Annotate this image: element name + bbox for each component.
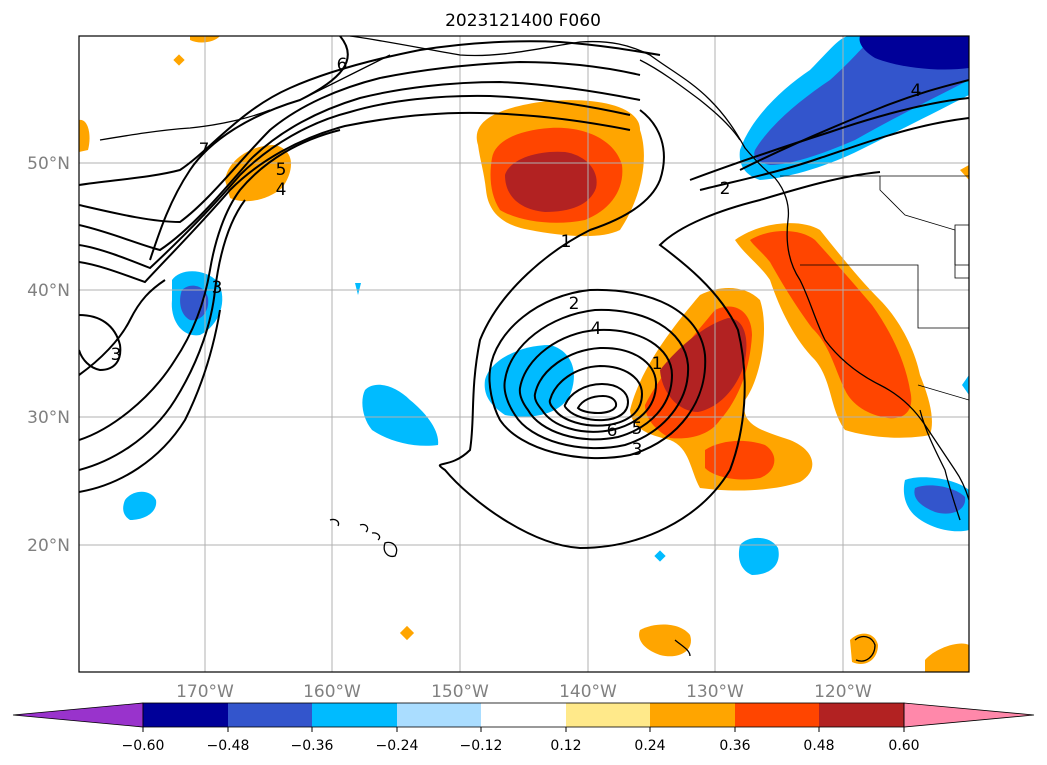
contour-label: 5 — [632, 419, 643, 439]
colorbar: −0.60 −0.48 −0.36 −0.24 −0.12 0.12 0.24 … — [12, 702, 1035, 754]
map-panel: 7 6 5 4 3 3 1 2 4 1 6 5 3 2 4 — [78, 35, 970, 673]
contour-label: 4 — [911, 81, 922, 101]
lon-label: 130°W — [686, 682, 744, 702]
lon-label: 170°W — [176, 682, 234, 702]
coastlines — [99, 36, 969, 662]
colorbar-tick-label: −0.60 — [122, 738, 165, 754]
lon-label: 160°W — [303, 682, 361, 702]
colorbar-tick-label: 0.12 — [550, 738, 581, 754]
colorbar-bin — [735, 703, 819, 727]
colorbar-bin — [312, 703, 397, 727]
map-title: 2023121400 F060 — [445, 11, 601, 31]
contour-labels: 7 6 5 4 3 3 1 2 4 1 6 5 3 2 4 — [111, 55, 922, 460]
contour-label: 3 — [111, 345, 122, 365]
contour-label: 3 — [212, 278, 223, 298]
colorbar-tick-label: −0.48 — [207, 738, 250, 754]
contour-label: 4 — [276, 180, 287, 200]
colorbar-tick-label: 0.48 — [803, 738, 834, 754]
colorbar-bin — [650, 703, 735, 727]
contour-lines — [79, 36, 969, 550]
colorbar-bin — [143, 703, 228, 727]
gridlines — [79, 36, 969, 672]
contour-label: 1 — [652, 354, 663, 374]
lat-label: 20°N — [27, 536, 70, 556]
colorbar-extend-min — [12, 702, 144, 728]
colorbar-bin — [566, 703, 650, 727]
colorbar-tick-label: 0.60 — [888, 738, 919, 754]
contour-label: 3 — [632, 440, 643, 460]
colorbar-ticks — [142, 727, 905, 732]
contour-label: 4 — [591, 319, 602, 339]
country-borders — [780, 175, 969, 401]
colorbar-bin — [819, 703, 904, 727]
lat-label: 40°N — [27, 281, 70, 301]
lon-label: 140°W — [559, 682, 617, 702]
contour-label: 7 — [199, 140, 210, 160]
lon-label: 150°W — [431, 682, 489, 702]
longitude-labels: 170°W 160°W 150°W 140°W 130°W 120°W — [176, 682, 872, 702]
colorbar-extend-max — [903, 702, 1035, 728]
colorbar-bin — [397, 703, 481, 727]
lat-label: 30°N — [27, 408, 70, 428]
lat-label: 50°N — [27, 154, 70, 174]
colorbar-tick-label: −0.36 — [291, 738, 334, 754]
colorbar-tick-label: −0.24 — [376, 738, 419, 754]
contour-label: 1 — [561, 232, 572, 252]
colorbar-bin — [228, 703, 312, 727]
contour-label: 6 — [607, 421, 618, 441]
contour-label: 2 — [569, 294, 580, 314]
contour-label: 6 — [337, 55, 348, 75]
colorbar-tick-label: 0.24 — [634, 738, 665, 754]
colorbar-tick-label: −0.12 — [460, 738, 503, 754]
colorbar-bin — [481, 703, 566, 727]
lon-label: 120°W — [814, 682, 872, 702]
contour-label: 2 — [720, 179, 731, 199]
contour-label: 5 — [276, 160, 287, 180]
latitude-labels: 50°N 40°N 30°N 20°N — [27, 154, 70, 556]
colorbar-tick-label: 0.36 — [719, 738, 750, 754]
